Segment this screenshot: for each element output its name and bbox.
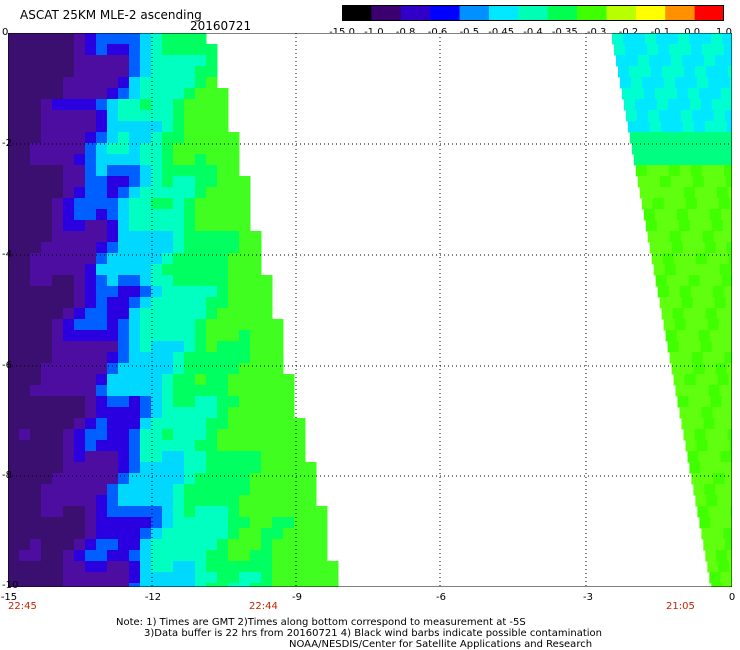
colorbar-swatch: [371, 5, 402, 21]
colorbar-swatch: [459, 5, 490, 21]
colorbar-swatch: [577, 5, 608, 21]
x-tick: -15: [0, 592, 18, 603]
y-tick: -2: [2, 138, 12, 149]
time-label: 22:44: [249, 601, 278, 612]
colorbar-swatch: [342, 5, 372, 21]
y-label-top: 0: [2, 27, 9, 38]
y-tick: -10: [2, 580, 19, 591]
x-tick: -3: [583, 592, 593, 603]
time-label: 21:05: [666, 601, 695, 612]
time-label: 22:45: [8, 601, 37, 612]
x-tick: -12: [144, 592, 162, 603]
y-tick: -4: [2, 249, 12, 260]
x-tick: -6: [436, 592, 446, 603]
note-line: 3)Data buffer is 22 hrs from 20160721 4)…: [144, 628, 602, 639]
x-tick: -9: [292, 592, 302, 603]
colorbar-swatch: [694, 5, 724, 21]
dotted-grid: [8, 33, 732, 587]
x-tick: 0: [728, 592, 736, 603]
colorbar-swatch: [518, 5, 549, 21]
note-line: Note: 1) Times are GMT 2)Times along bot…: [116, 617, 526, 628]
colorbar-swatch: [430, 5, 461, 21]
colorbar-swatch: [665, 5, 696, 21]
colorbar-swatch: [606, 5, 637, 21]
swath-map: [8, 33, 732, 587]
colorbar-swatch: [547, 5, 578, 21]
y-tick: -6: [2, 360, 12, 371]
map-title: ASCAT 25KM MLE-2 ascending: [20, 8, 202, 22]
data-swaths: [8, 33, 732, 587]
colorbar-swatch: [488, 5, 519, 21]
map-date: 20160721: [190, 19, 252, 33]
colorbar: [342, 5, 724, 21]
colorbar-swatch: [400, 5, 431, 21]
y-tick: -8: [2, 470, 12, 481]
colorbar-swatch: [635, 5, 666, 21]
note-line: NOAA/NESDIS/Center for Satellite Applica…: [289, 639, 593, 650]
